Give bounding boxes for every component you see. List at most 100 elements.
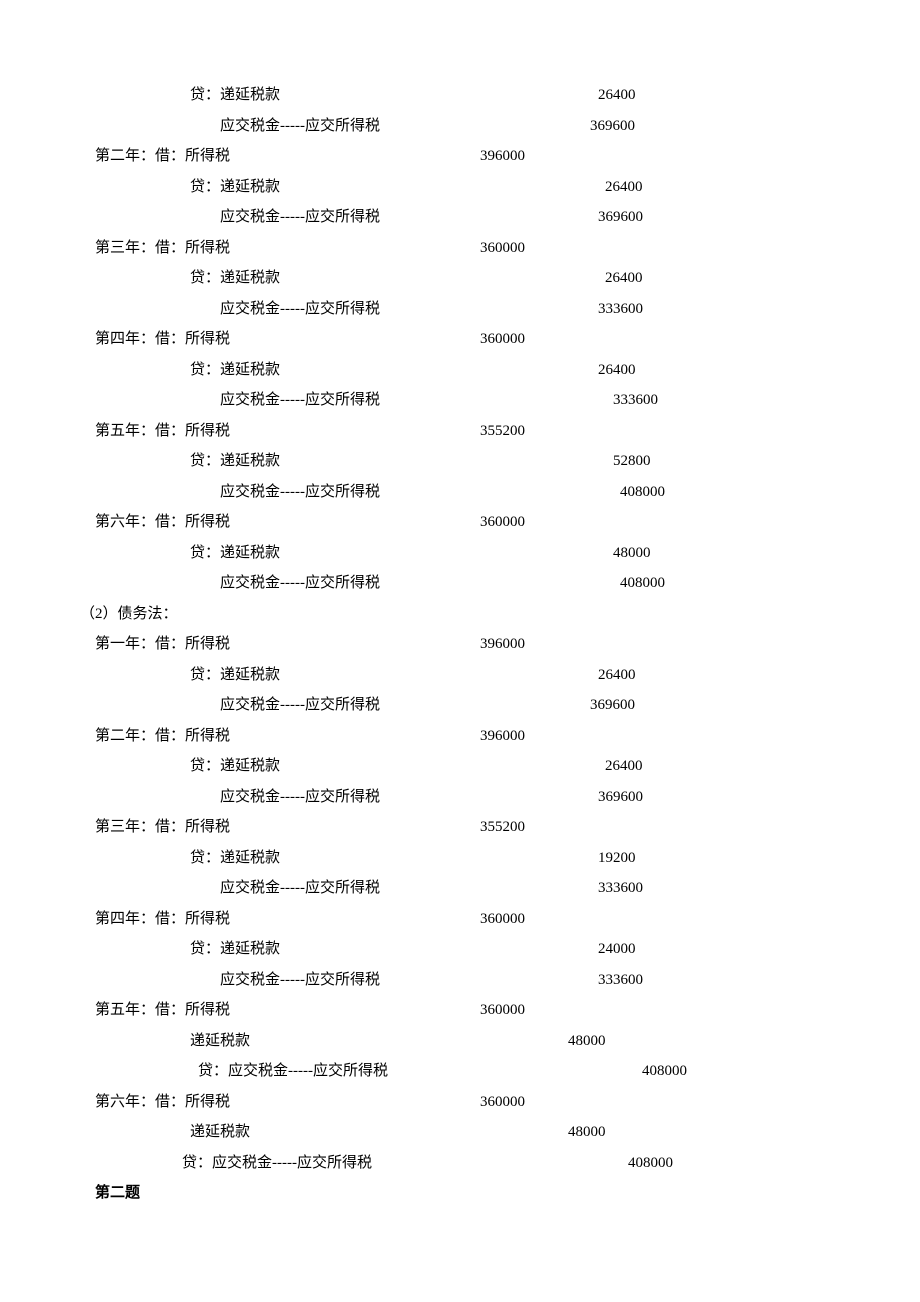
entry-text: 贷：应交税金-----应交所得税 bbox=[198, 1056, 388, 1087]
entry-text: 贷：递延税款 bbox=[190, 538, 280, 569]
entry-amount: 52800 bbox=[613, 446, 651, 477]
entry-text: 应交税金-----应交所得税 bbox=[220, 477, 380, 508]
document-body: 贷：递延税款26400应交税金-----应交所得税369600第二年：借：所得税… bbox=[80, 80, 840, 1209]
journal-entry-line: 第二年：借：所得税396000 bbox=[80, 141, 840, 172]
entry-text: 贷：递延税款 bbox=[190, 172, 280, 203]
entry-text: 应交税金-----应交所得税 bbox=[220, 568, 380, 599]
entry-amount: 360000 bbox=[480, 233, 525, 264]
journal-entry-line: 第三年：借：所得税355200 bbox=[80, 812, 840, 843]
journal-entry-line: 应交税金-----应交所得税 333600 bbox=[80, 965, 840, 996]
entry-text: （2）债务法： bbox=[80, 599, 178, 630]
entry-amount: 333600 bbox=[598, 294, 643, 325]
entry-amount: 360000 bbox=[480, 904, 525, 935]
entry-text: 应交税金-----应交所得税 bbox=[220, 202, 380, 233]
entry-amount: 48000 bbox=[568, 1117, 606, 1148]
journal-entry-line: 应交税金-----应交所得税333600 bbox=[80, 385, 840, 416]
entry-amount: 48000 bbox=[613, 538, 651, 569]
journal-entry-line: 第四年：借：所得税 360000 bbox=[80, 324, 840, 355]
journal-entry-line: 贷：递延税款 24000 bbox=[80, 934, 840, 965]
entry-text: 第二年：借：所得税 bbox=[95, 721, 230, 752]
entry-text: 第一年：借：所得税 bbox=[95, 629, 230, 660]
entry-amount: 369600 bbox=[590, 111, 635, 142]
entry-text: 贷：递延税款 bbox=[190, 751, 280, 782]
entry-amount: 360000 bbox=[480, 1087, 525, 1118]
entry-text: 第五年：借：所得税 bbox=[95, 995, 230, 1026]
entry-amount: 333600 bbox=[598, 965, 643, 996]
entry-amount: 26400 bbox=[598, 660, 636, 691]
entry-text: 第三年：借：所得税 bbox=[95, 233, 230, 264]
entry-amount: 355200 bbox=[480, 416, 525, 447]
entry-amount: 26400 bbox=[605, 263, 643, 294]
journal-entry-line: 应交税金-----应交所得税 369600 bbox=[80, 202, 840, 233]
journal-entry-line: 第一年：借：所得税 396000 bbox=[80, 629, 840, 660]
entry-amount: 408000 bbox=[628, 1148, 673, 1179]
entry-text: 贷：递延税款 bbox=[190, 843, 280, 874]
entry-text: 应交税金-----应交所得税 bbox=[220, 965, 380, 996]
entry-amount: 396000 bbox=[480, 721, 525, 752]
entry-text: 贷：递延税款 bbox=[190, 446, 280, 477]
entry-text: 贷：递延税款 bbox=[190, 80, 280, 111]
journal-entry-line: 贷：递延税款 52800 bbox=[80, 446, 840, 477]
entry-amount: 369600 bbox=[598, 202, 643, 233]
journal-entry-line: 递延税款 48000 bbox=[80, 1117, 840, 1148]
entry-amount: 360000 bbox=[480, 995, 525, 1026]
entry-amount: 396000 bbox=[480, 629, 525, 660]
entry-amount: 24000 bbox=[598, 934, 636, 965]
entry-text: 贷：递延税款 bbox=[190, 355, 280, 386]
entry-amount: 369600 bbox=[590, 690, 635, 721]
entry-text: 第三年：借：所得税 bbox=[95, 812, 230, 843]
journal-entry-line: 应交税金-----应交所得税369600 bbox=[80, 782, 840, 813]
journal-entry-line: 应交税金-----应交所得税 408000 bbox=[80, 477, 840, 508]
entry-amount: 48000 bbox=[568, 1026, 606, 1057]
entry-amount: 360000 bbox=[480, 324, 525, 355]
entry-text: 应交税金-----应交所得税 bbox=[220, 873, 380, 904]
journal-entry-line: 第六年：借：所得税 360000 bbox=[80, 1087, 840, 1118]
journal-entry-line: 贷：递延税款 19200 bbox=[80, 843, 840, 874]
journal-entry-line: 应交税金-----应交所得税369600 bbox=[80, 111, 840, 142]
entry-amount: 333600 bbox=[613, 385, 658, 416]
journal-entry-line: 第五年：借：所得税 355200 bbox=[80, 416, 840, 447]
entry-text: 贷：递延税款 bbox=[190, 660, 280, 691]
journal-entry-line: 第二年：借：所得税 396000 bbox=[80, 721, 840, 752]
entry-amount: 360000 bbox=[480, 507, 525, 538]
entry-amount: 26400 bbox=[598, 355, 636, 386]
entry-amount: 408000 bbox=[620, 568, 665, 599]
entry-amount: 26400 bbox=[605, 751, 643, 782]
entry-amount: 408000 bbox=[642, 1056, 687, 1087]
journal-entry-line: 第三年：借：所得税 360000 bbox=[80, 233, 840, 264]
entry-text: 递延税款 bbox=[190, 1117, 250, 1148]
entry-text: 应交税金-----应交所得税 bbox=[220, 782, 380, 813]
entry-text: 第六年：借：所得税 bbox=[95, 507, 230, 538]
journal-entry-line: 应交税金-----应交所得税 333600 bbox=[80, 873, 840, 904]
entry-text: 第四年：借：所得税 bbox=[95, 904, 230, 935]
journal-entry-line: 贷：应交税金-----应交所得税 408000 bbox=[80, 1056, 840, 1087]
journal-entry-line: 贷：递延税款 48000 bbox=[80, 538, 840, 569]
entry-text: 第五年：借：所得税 bbox=[95, 416, 230, 447]
journal-entry-line: 贷：递延税款 26400 bbox=[80, 263, 840, 294]
journal-entry-line: 递延税款 48000 bbox=[80, 1026, 840, 1057]
journal-entry-line: 第六年：借：所得税 360000 bbox=[80, 507, 840, 538]
journal-entry-line: 应交税金-----应交所得税 333600 bbox=[80, 294, 840, 325]
entry-text: 贷：递延税款 bbox=[190, 263, 280, 294]
entry-amount: 19200 bbox=[598, 843, 636, 874]
journal-entry-line: 贷：递延税款 26400 bbox=[80, 172, 840, 203]
entry-text: 第六年：借：所得税 bbox=[95, 1087, 230, 1118]
journal-entry-line: 应交税金-----应交所得税 369600 bbox=[80, 690, 840, 721]
entry-amount: 408000 bbox=[620, 477, 665, 508]
entry-text: 第四年：借：所得税 bbox=[95, 324, 230, 355]
journal-entry-line: 贷：递延税款 26400 bbox=[80, 355, 840, 386]
entry-amount: 26400 bbox=[598, 80, 636, 111]
entry-text: 应交税金-----应交所得税 bbox=[220, 690, 380, 721]
journal-entry-line: 第四年：借：所得税 360000 bbox=[80, 904, 840, 935]
entry-text: 第二题 bbox=[95, 1178, 140, 1209]
journal-entry-line: 第五年：借：所得税 360000 bbox=[80, 995, 840, 1026]
journal-entry-line: 第二题 bbox=[80, 1178, 840, 1209]
entry-amount: 26400 bbox=[605, 172, 643, 203]
entry-text: 递延税款 bbox=[190, 1026, 250, 1057]
journal-entry-line: 应交税金-----应交所得税 408000 bbox=[80, 568, 840, 599]
entry-text: 贷：递延税款 bbox=[190, 934, 280, 965]
entry-text: 应交税金-----应交所得税 bbox=[220, 294, 380, 325]
entry-amount: 396000 bbox=[480, 141, 525, 172]
journal-entry-line: 贷：应交税金-----应交所得税408000 bbox=[80, 1148, 840, 1179]
entry-amount: 333600 bbox=[598, 873, 643, 904]
